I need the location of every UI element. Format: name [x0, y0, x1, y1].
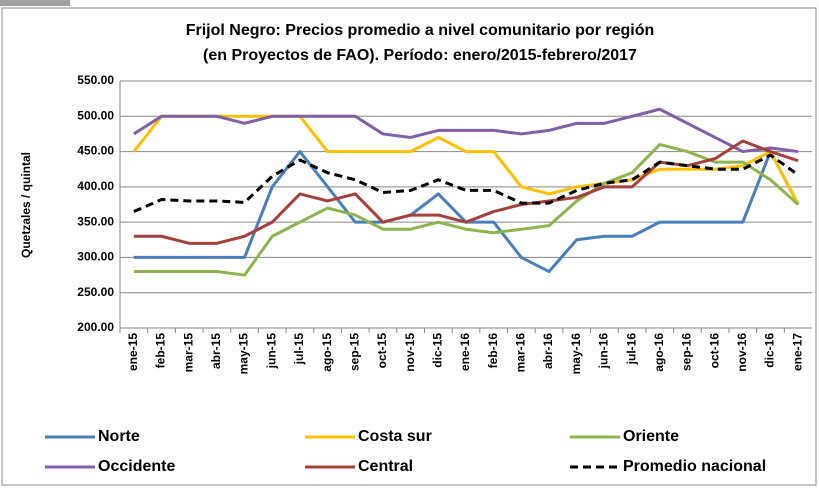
- y-tick-label: 350.00: [77, 214, 114, 228]
- legend-label: Occidente: [98, 458, 175, 475]
- frame-tab: [0, 0, 70, 6]
- x-tick-label: ago-16: [652, 333, 666, 372]
- x-tick-label: ene-17: [790, 333, 804, 371]
- legend-label: Oriente: [623, 428, 679, 445]
- series-line: [133, 139, 799, 245]
- x-tick-label: dic-16: [763, 333, 777, 368]
- x-tick-label: oct-16: [707, 333, 721, 369]
- legend-label: Promedio nacional: [623, 458, 766, 475]
- y-axis-label: Quetzales / quintal: [19, 152, 33, 258]
- x-tick-label: sep-16: [680, 333, 694, 371]
- series-line: [133, 143, 800, 277]
- y-tick-label: 400.00: [77, 179, 114, 193]
- y-tick-label: 500.00: [77, 108, 114, 122]
- x-tick-label: ago-15: [320, 333, 334, 372]
- series-line: [133, 107, 799, 154]
- chart-subtitle: (en Proyectos de FAO). Período: enero/20…: [203, 47, 637, 64]
- legend-label: Costa sur: [358, 428, 432, 445]
- legend-label: Central: [358, 458, 413, 475]
- x-tick-label: feb-16: [486, 333, 500, 369]
- legend-label: Norte: [98, 428, 140, 445]
- x-tick-label: jul-15: [292, 333, 306, 366]
- series-line: [132, 114, 800, 206]
- y-tick-label: 250.00: [77, 285, 114, 299]
- y-tick-label: 450.00: [77, 144, 114, 158]
- x-tick-label: ene-16: [458, 333, 472, 371]
- x-tick-label: feb-15: [154, 333, 168, 369]
- x-tick-label: may-15: [237, 333, 251, 375]
- x-tick-label: oct-15: [375, 333, 389, 369]
- x-tick-label: ene-15: [126, 333, 140, 371]
- x-tick-label: mar-15: [181, 333, 195, 373]
- x-tick-label: may-16: [569, 333, 583, 375]
- y-tick-label: 300.00: [77, 250, 114, 264]
- x-tick-label: jun-16: [597, 333, 611, 370]
- x-tick-label: sep-15: [347, 333, 361, 371]
- y-tick-label: 200.00: [77, 320, 114, 334]
- chart-title: Frijol Negro: Precios promedio a nivel c…: [186, 22, 655, 39]
- x-tick-label: abr-16: [541, 333, 555, 369]
- x-tick-label: abr-15: [209, 333, 223, 369]
- y-tick-label: 550.00: [77, 73, 114, 87]
- x-tick-label: mar-16: [514, 333, 528, 373]
- x-tick-label: jun-15: [264, 333, 278, 370]
- x-tick-label: dic-15: [430, 333, 444, 368]
- chart-frame: [1, 7, 817, 486]
- x-tick-label: nov-15: [403, 333, 417, 372]
- x-tick-label: jul-16: [624, 333, 638, 366]
- x-tick-label: nov-16: [735, 333, 749, 372]
